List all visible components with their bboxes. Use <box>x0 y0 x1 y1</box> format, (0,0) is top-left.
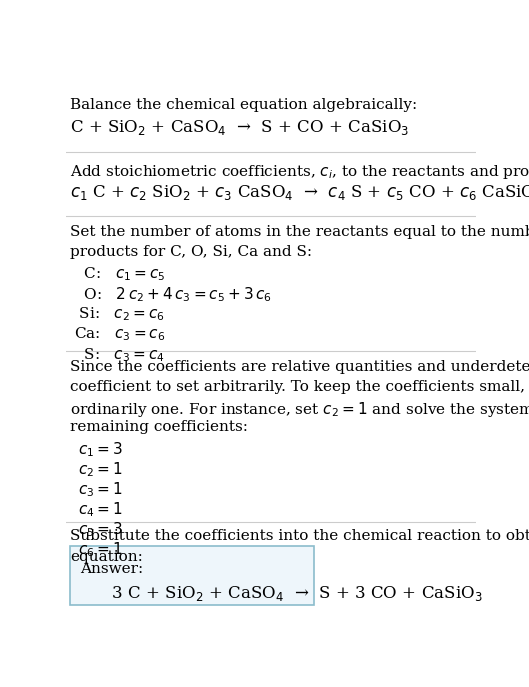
Text: Answer:: Answer: <box>80 562 144 576</box>
Text: $c_3 = 1$: $c_3 = 1$ <box>78 480 123 499</box>
Text: products for C, O, Si, Ca and S:: products for C, O, Si, Ca and S: <box>70 245 312 260</box>
Text: C:   $c_1 = c_5$: C: $c_1 = c_5$ <box>74 265 166 283</box>
Text: equation:: equation: <box>70 550 143 563</box>
Text: $c_2 = 1$: $c_2 = 1$ <box>78 460 123 479</box>
FancyBboxPatch shape <box>70 546 314 605</box>
Text: $c_4 = 1$: $c_4 = 1$ <box>78 500 123 519</box>
Text: S:   $c_3 = c_4$: S: $c_3 = c_4$ <box>74 346 165 363</box>
Text: Set the number of atoms in the reactants equal to the number of atoms in the: Set the number of atoms in the reactants… <box>70 225 529 239</box>
Text: $c_1 = 3$: $c_1 = 3$ <box>78 440 123 459</box>
Text: Since the coefficients are relative quantities and underdetermined, choose a: Since the coefficients are relative quan… <box>70 359 529 374</box>
Text: Balance the chemical equation algebraically:: Balance the chemical equation algebraica… <box>70 98 417 112</box>
Text: $c_6 = 1$: $c_6 = 1$ <box>78 541 123 559</box>
Text: ordinarily one. For instance, set $c_2 = 1$ and solve the system of equations fo: ordinarily one. For instance, set $c_2 =… <box>70 400 529 419</box>
Text: O:   $2\,c_2 + 4\,c_3 = c_5 + 3\,c_6$: O: $2\,c_2 + 4\,c_3 = c_5 + 3\,c_6$ <box>74 286 272 304</box>
Text: Add stoichiometric coefficients, $c_i$, to the reactants and products:: Add stoichiometric coefficients, $c_i$, … <box>70 163 529 181</box>
Text: $c_5 = 3$: $c_5 = 3$ <box>78 521 123 539</box>
Text: Si:   $c_2 = c_6$: Si: $c_2 = c_6$ <box>74 306 165 324</box>
Text: C + SiO$_2$ + CaSO$_4$  →  S + CO + CaSiO$_3$: C + SiO$_2$ + CaSO$_4$ → S + CO + CaSiO$… <box>70 118 409 137</box>
Text: 3 C + SiO$_2$ + CaSO$_4$  →  S + 3 CO + CaSiO$_3$: 3 C + SiO$_2$ + CaSO$_4$ → S + 3 CO + Ca… <box>80 584 483 603</box>
Text: remaining coefficients:: remaining coefficients: <box>70 420 248 434</box>
Text: Substitute the coefficients into the chemical reaction to obtain the balanced: Substitute the coefficients into the che… <box>70 530 529 543</box>
Text: $c_1$ C + $c_2$ SiO$_2$ + $c_3$ CaSO$_4$  →  $c_4$ S + $c_5$ CO + $c_6$ CaSiO$_3: $c_1$ C + $c_2$ SiO$_2$ + $c_3$ CaSO$_4$… <box>70 183 529 202</box>
Text: Ca:   $c_3 = c_6$: Ca: $c_3 = c_6$ <box>74 326 166 344</box>
Text: coefficient to set arbitrarily. To keep the coefficients small, the arbitrary va: coefficient to set arbitrarily. To keep … <box>70 380 529 394</box>
